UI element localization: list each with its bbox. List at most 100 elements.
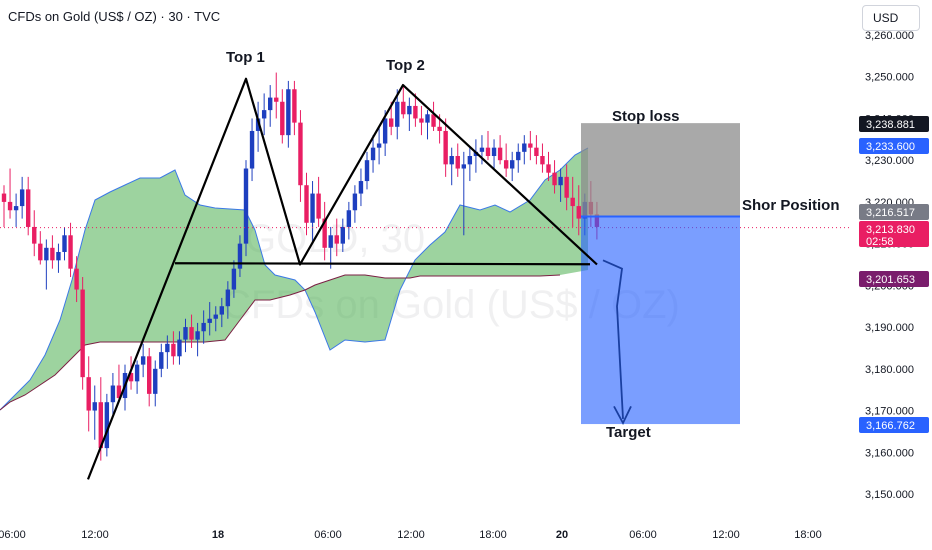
candle	[237, 235, 243, 278]
price-tag-bg	[859, 417, 929, 433]
candle-body	[62, 235, 67, 252]
candle-body	[431, 114, 436, 127]
candle-body	[528, 143, 533, 148]
cloud-bottom-line	[0, 274, 561, 411]
candle	[268, 85, 273, 127]
candle-body	[268, 97, 273, 111]
candle	[443, 118, 448, 177]
candle	[92, 385, 97, 440]
candle-body	[570, 197, 575, 207]
candle	[419, 105, 424, 136]
annotation-stop-loss: Stop loss	[612, 108, 680, 125]
candle	[110, 372, 116, 415]
x-tick-label: 06:00	[0, 529, 26, 541]
candle	[455, 143, 460, 177]
price-tag: 3,201.653	[859, 271, 929, 287]
candle-body	[92, 402, 97, 411]
candle	[461, 151, 466, 236]
candle-body	[564, 176, 569, 198]
candle-body	[32, 226, 37, 244]
candle-body	[195, 331, 200, 340]
candle	[280, 89, 285, 144]
candle	[304, 172, 309, 236]
candle-body	[159, 352, 164, 369]
candle-body	[316, 193, 321, 219]
candle	[346, 201, 352, 240]
candle-body	[249, 130, 255, 169]
candle-body	[522, 143, 527, 152]
candle-body	[171, 343, 176, 357]
candle	[449, 147, 454, 186]
candle	[195, 322, 200, 357]
price-tag-bg	[859, 271, 929, 287]
price-tag: 3,166.762	[859, 417, 929, 433]
candle-body	[231, 268, 237, 290]
candle-body	[328, 235, 333, 248]
candle-body	[147, 356, 152, 394]
annotation-top2: Top 2	[386, 57, 425, 74]
candle-body	[376, 143, 382, 148]
candle-body	[322, 218, 327, 248]
candle-body	[237, 243, 243, 269]
candle	[177, 331, 182, 365]
candle	[134, 360, 140, 394]
candle	[522, 135, 527, 165]
candle-body	[128, 372, 134, 382]
candle-body	[165, 343, 170, 353]
candle-body	[364, 160, 370, 182]
candle-body	[298, 122, 303, 186]
candle	[292, 80, 297, 136]
price-tag-value: 3,213.830	[866, 224, 915, 236]
candle	[286, 80, 291, 148]
candle	[44, 239, 49, 290]
candle-body	[534, 147, 539, 157]
candle-body	[510, 160, 515, 169]
candle	[1, 185, 7, 227]
stop-loss-zone[interactable]	[581, 123, 740, 217]
candle-body	[352, 193, 358, 211]
candle	[485, 130, 491, 161]
candle	[201, 310, 206, 344]
price-tag-countdown: 02:58	[866, 236, 894, 248]
candle	[153, 360, 158, 407]
candle-body	[177, 339, 182, 357]
target-zone[interactable]	[581, 216, 740, 425]
candle	[467, 147, 473, 182]
candle-body	[346, 210, 352, 227]
candle	[56, 243, 61, 273]
candle-body	[358, 181, 364, 194]
candle	[159, 343, 164, 378]
candle-body	[516, 151, 521, 161]
candle-body	[419, 118, 424, 123]
candle	[140, 343, 146, 378]
candle	[540, 143, 545, 173]
price-tag-value: 3,201.653	[866, 274, 915, 286]
candle-body	[44, 247, 49, 261]
candle	[528, 130, 533, 161]
y-tick-label: 3,160.000	[865, 447, 914, 459]
candle	[576, 185, 581, 236]
annotation-position: Shor Position	[742, 197, 840, 214]
candle-body	[280, 101, 285, 136]
x-tick-label: 12:00	[397, 529, 425, 541]
candle-body	[401, 101, 406, 115]
candle-body	[449, 156, 454, 165]
candle	[425, 110, 430, 140]
candle	[68, 222, 73, 278]
candle-body	[7, 201, 13, 211]
candle-body	[576, 206, 581, 219]
candle	[516, 143, 521, 173]
candle	[376, 126, 382, 165]
candle	[116, 364, 122, 403]
candle-body	[395, 101, 400, 127]
candle	[19, 176, 25, 219]
candle-body	[425, 114, 430, 123]
y-tick-label: 3,250.000	[865, 72, 914, 84]
candle	[50, 235, 55, 269]
price-tag: 3,233.600	[859, 138, 929, 154]
candle-body	[503, 160, 509, 169]
currency-selector[interactable]: USD	[862, 5, 920, 31]
candle-body	[286, 89, 291, 136]
candle-body	[26, 189, 31, 227]
